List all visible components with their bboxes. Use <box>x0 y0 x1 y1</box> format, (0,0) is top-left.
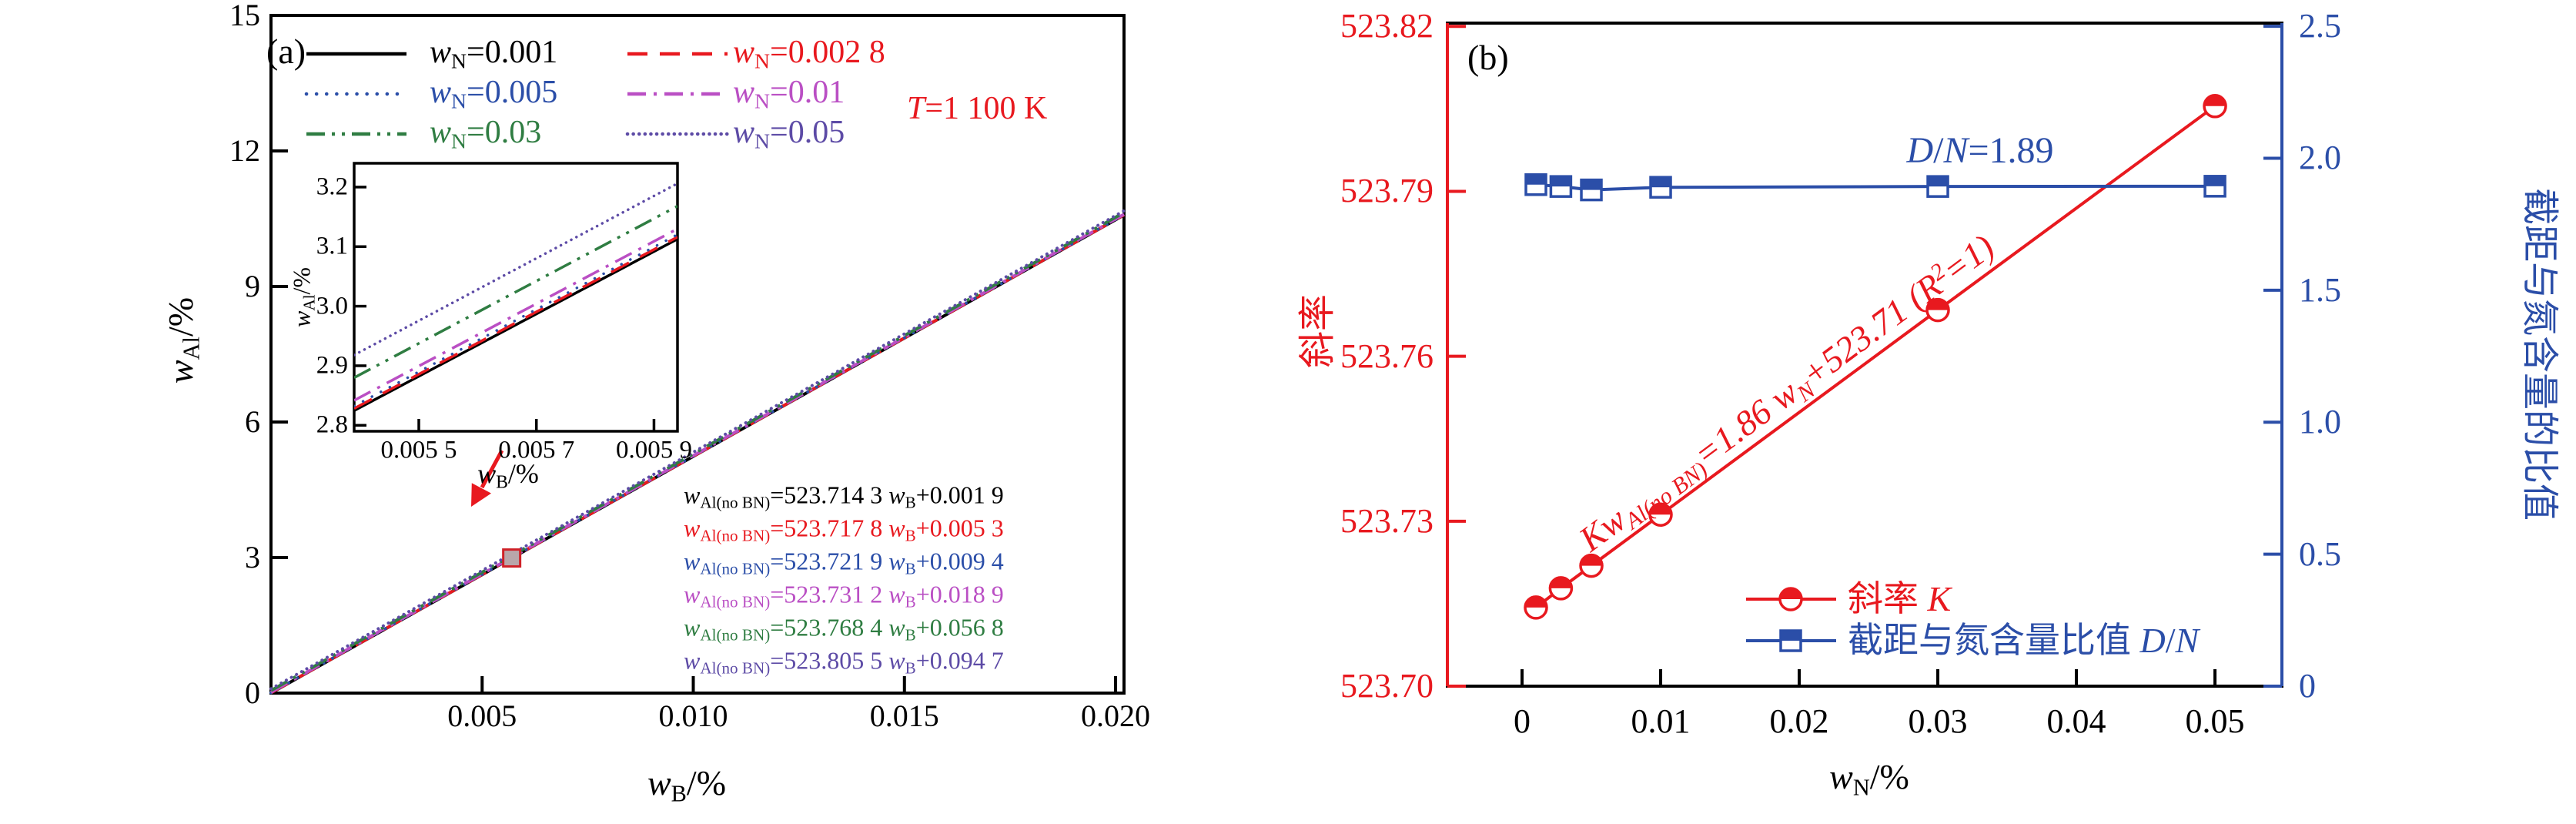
marker-half-circle <box>1548 576 1574 601</box>
panel-b-x-tick-label: 0.03 <box>1908 702 1968 740</box>
marker-half-square <box>1928 176 1949 187</box>
inset-x-tick-label: 0.005 7 <box>498 436 575 464</box>
panel-b-left-tick-label: 523.82 <box>1340 7 1434 45</box>
panel-b-x-axis-title: wN/% <box>1829 757 1909 801</box>
inset-y-tick-label: 2.8 <box>316 410 348 439</box>
panel-b-left-tick-label: 523.70 <box>1340 667 1434 705</box>
marker-half-square <box>1580 178 1603 202</box>
marker-half-square <box>1526 174 1547 185</box>
panel-b-tag: (b) <box>1467 38 1509 77</box>
marker-half-square <box>1779 629 1802 652</box>
panel-a-x-tick-label: 0.020 <box>1081 698 1151 733</box>
panel-a-y-axis-title: wAl/% <box>161 296 205 384</box>
panel-a-frame <box>269 14 1126 695</box>
inset-series-line-wN-0.05 <box>354 182 677 357</box>
marker-half-circle <box>1579 553 1604 578</box>
inset-series-line-wN-0.01 <box>354 227 677 402</box>
panel-b-x-tick-label: 0 <box>1514 702 1531 740</box>
legend-a-label: wN=0.001 <box>430 34 558 73</box>
marker-half-circle <box>1524 595 1548 620</box>
panel-a-y-tick-label: 0 <box>245 675 260 710</box>
panel-b-x-tick-label: 0.05 <box>2185 702 2245 740</box>
inset-y-tick-label: 3.1 <box>316 232 348 260</box>
legend-a-label: wN=0.002 8 <box>733 34 885 73</box>
panel-a-y-tick-label: 12 <box>229 133 260 168</box>
marker-half-circle <box>2203 94 2227 119</box>
panel-b-right-tick-label: 2.5 <box>2299 7 2341 45</box>
legend-a-label: wN=0.05 <box>733 114 845 153</box>
panel-b-right-tick-label: 2.0 <box>2299 139 2341 177</box>
panel-a-x-tick-label: 0.015 <box>869 698 939 733</box>
inset-x-tick-label: 0.005 5 <box>380 436 457 464</box>
zoom-arrow-head <box>471 483 491 507</box>
panel-b-right-tick-label: 1.0 <box>2299 403 2341 441</box>
panel-b-left-tick-label: 523.73 <box>1340 501 1434 540</box>
legend-b-label: 斜率 K <box>1848 579 1952 618</box>
panel-a-condition-label: T=1 100 K <box>907 91 1048 126</box>
panel-b-right-tick-label: 1.5 <box>2299 270 2341 309</box>
marker-half-circle <box>1925 297 1950 323</box>
panel-a-x-axis-title: wB/% <box>647 763 727 807</box>
fit-equation: wAl(no BN)=523.731 2 wB+0.018 9 <box>684 580 1004 611</box>
panel-a-y-tick-label: 3 <box>245 540 260 574</box>
inset-frame <box>353 162 679 433</box>
marker-half-square <box>1781 631 1801 641</box>
fit-equation: wAl(no BN)=523.714 3 wB+0.001 9 <box>684 481 1004 512</box>
panel-b-x-tick-label: 0.02 <box>1769 702 1829 740</box>
inset-y-tick-label: 2.9 <box>316 351 348 380</box>
legend-a-label: wN=0.03 <box>430 114 542 153</box>
panel-a-y-tick-label: 9 <box>245 269 260 303</box>
panel-a-y-tick-label: 15 <box>229 0 260 32</box>
fit-equation: wAl(no BN)=523.721 9 wB+0.009 4 <box>684 547 1004 578</box>
series-line-wN-0.05 <box>269 209 1126 691</box>
marker-half-square <box>1549 175 1573 198</box>
panel-b-right-axis-title: 截距与氮含量的比值 <box>2519 187 2560 521</box>
inset-y-tick-label: 3.0 <box>316 292 348 320</box>
panel-a-x-tick-label: 0.010 <box>658 698 728 733</box>
panel-b-right-tick-label: 0.5 <box>2299 534 2341 573</box>
marker-half-square <box>2203 175 2226 198</box>
inset-series-line-wN-0.0028 <box>354 236 677 410</box>
panel-a-y-tick-label: 6 <box>245 404 260 439</box>
panel-b-right-tick-label: 0 <box>2299 667 2316 705</box>
marker-half-circle <box>1648 502 1673 528</box>
inset-y-tick-label: 3.2 <box>316 173 348 201</box>
panel-b-x-tick-label: 0.01 <box>1631 702 1691 740</box>
fit-equation: wAl(no BN)=523.717 8 wB+0.005 3 <box>684 514 1004 545</box>
panel-b-x-tick-label: 0.04 <box>2046 702 2106 740</box>
inset-x-tick-label: 0.005 9 <box>615 436 692 464</box>
marker-half-square <box>1551 176 1571 187</box>
inset-series-line-wN-0.03 <box>354 205 677 380</box>
panel-a-x-tick-label: 0.005 <box>447 698 517 733</box>
marker-half-square <box>2205 176 2226 186</box>
legend-a-label: wN=0.005 <box>430 74 558 113</box>
marker-half-circle <box>1778 587 1803 611</box>
panel-a-tag: (a) <box>266 32 306 71</box>
inset-y-axis-title: wAl/% <box>287 266 319 328</box>
marker-half-square <box>1581 179 1602 190</box>
zoom-arrow-shaft <box>480 449 504 489</box>
legend-b-label: 截距与氮含量比值 D/N <box>1848 621 2200 660</box>
series-line-wN-0.03 <box>270 211 1125 692</box>
inset-series-line-wN-0.001 <box>354 237 677 412</box>
marker-half-square <box>1926 175 1949 198</box>
inset-series-line-wN-0.005 <box>354 233 677 408</box>
annotation-dn-ratio: D/N=1.89 <box>1906 130 2054 171</box>
marker-half-square <box>1651 177 1671 188</box>
fit-equation: wAl(no BN)=523.768 4 wB+0.056 8 <box>684 613 1004 645</box>
marker-half-square <box>1649 176 1672 199</box>
legend-a-label: wN=0.01 <box>733 74 845 113</box>
zoom-region-marker <box>502 548 522 568</box>
marker-half-square <box>1524 173 1547 196</box>
panel-b-left-axis-title: 斜率 <box>1297 293 1338 369</box>
panel-b-left-tick-label: 523.79 <box>1340 172 1434 210</box>
fit-equation: wAl(no BN)=523.805 5 wB+0.094 7 <box>684 646 1004 678</box>
inset-x-axis-title: wB/% <box>477 457 539 493</box>
panel-b-left-tick-label: 523.76 <box>1340 337 1434 375</box>
